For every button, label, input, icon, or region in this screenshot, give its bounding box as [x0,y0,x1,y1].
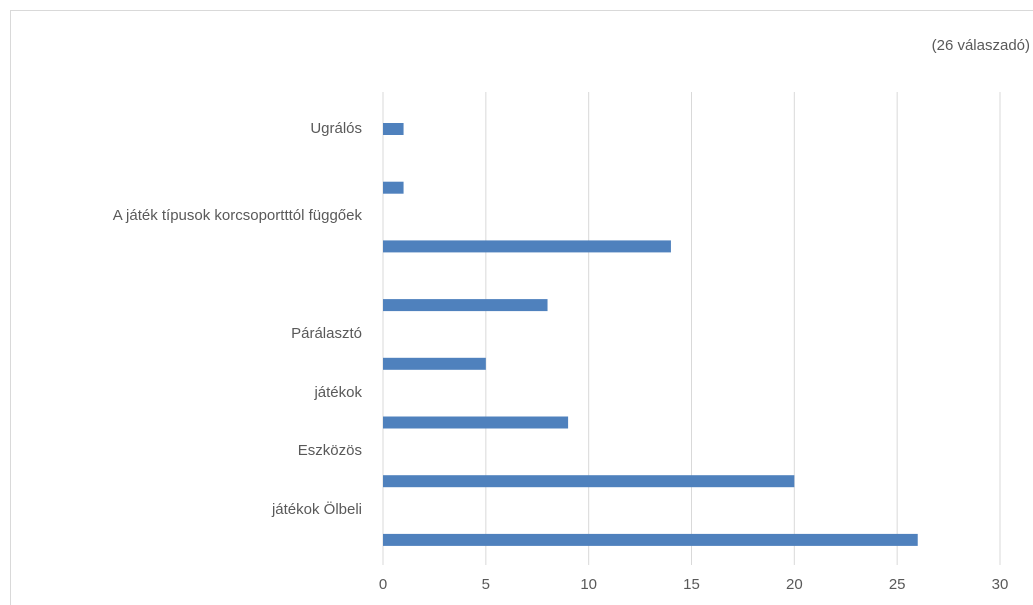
x-tick-label: 10 [580,576,597,593]
bar [383,181,404,194]
x-tick-label: 30 [992,576,1009,593]
category-label: Párálasztó [291,324,362,342]
bar [383,416,569,429]
x-tick-label: 15 [683,576,700,593]
x-tick-label: 20 [786,576,803,593]
x-tick-label: 25 [889,576,906,593]
bar [383,123,404,135]
chart-subtitle: (26 válaszadó) [932,37,1030,54]
category-label: A játék típusok korcsoportttól függőek [112,207,362,225]
bar [383,240,671,253]
x-tick-label: 0 [379,576,387,593]
category-label: játékok Ölbeli [271,500,362,518]
bar [383,299,548,312]
bar [383,533,918,546]
bar [383,475,795,488]
category-label: Ugrálós [310,120,362,137]
x-tick-label: 5 [482,576,490,593]
bar [383,357,486,370]
category-label: Eszközös [297,442,362,460]
chart-frame [10,10,1033,605]
category-label: játékok [314,383,362,401]
